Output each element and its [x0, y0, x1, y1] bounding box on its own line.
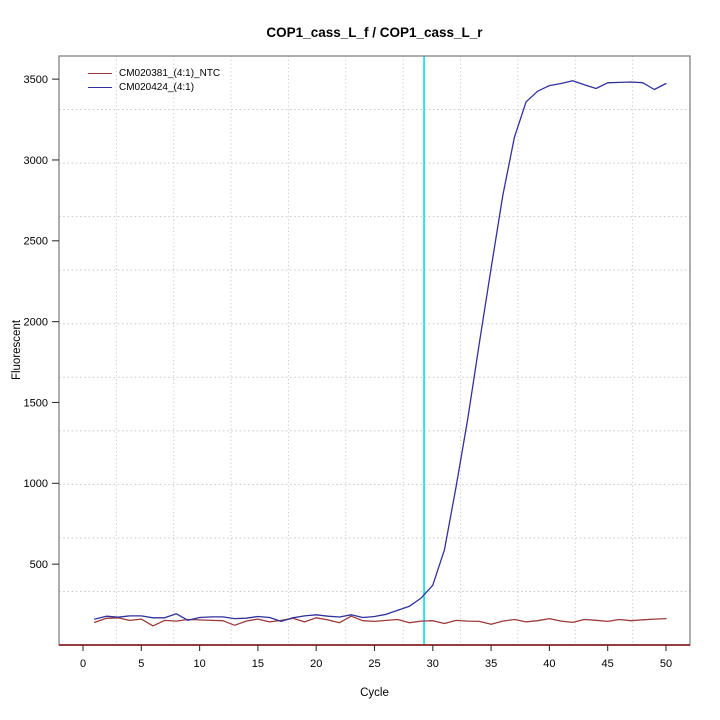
- y-tick-label: 3000: [24, 155, 48, 167]
- legend-entry-sample: CM020424_(4:1): [88, 81, 220, 96]
- chart-title: COP1_cass_L_f / COP1_cass_L_r: [266, 25, 483, 40]
- y-tick-label: 2500: [24, 236, 48, 248]
- legend: CM020381_(4:1)_NTC CM020424_(4:1): [88, 66, 220, 95]
- sample-series-line: [94, 80, 667, 623]
- x-tick-label: 0: [80, 658, 86, 670]
- x-tick-label: 50: [660, 658, 672, 670]
- x-tick-label: 25: [368, 658, 380, 670]
- y-tick-label: 1000: [24, 478, 48, 490]
- ntc-series-line: [94, 615, 667, 627]
- y-axis-title: Fluorescent: [11, 319, 23, 381]
- legend-label-ntc: CM020381_(4:1)_NTC: [119, 67, 221, 79]
- x-tick-label: 40: [543, 658, 555, 670]
- y-tick-label: 3500: [24, 74, 48, 86]
- x-tick-label: 15: [252, 658, 264, 670]
- plot-border: [58, 55, 691, 646]
- x-tick-label: 30: [427, 658, 439, 670]
- x-axis-title: Cycle: [360, 687, 389, 699]
- y-tick-label: 500: [30, 559, 48, 571]
- sample-line-swatch: [88, 87, 112, 89]
- x-tick-label: 5: [138, 658, 144, 670]
- legend-label-sample: CM020424_(4:1): [119, 82, 195, 94]
- x-tick-label: 20: [310, 658, 322, 670]
- x-tick-label: 45: [602, 658, 614, 670]
- ntc-line-swatch: [88, 72, 112, 74]
- x-tick-label: 10: [193, 658, 205, 670]
- y-tick-label: 2000: [24, 316, 48, 328]
- y-tick-label: 1500: [24, 397, 48, 409]
- x-tick-label: 35: [485, 658, 497, 670]
- legend-entry-ntc: CM020381_(4:1)_NTC: [88, 66, 220, 81]
